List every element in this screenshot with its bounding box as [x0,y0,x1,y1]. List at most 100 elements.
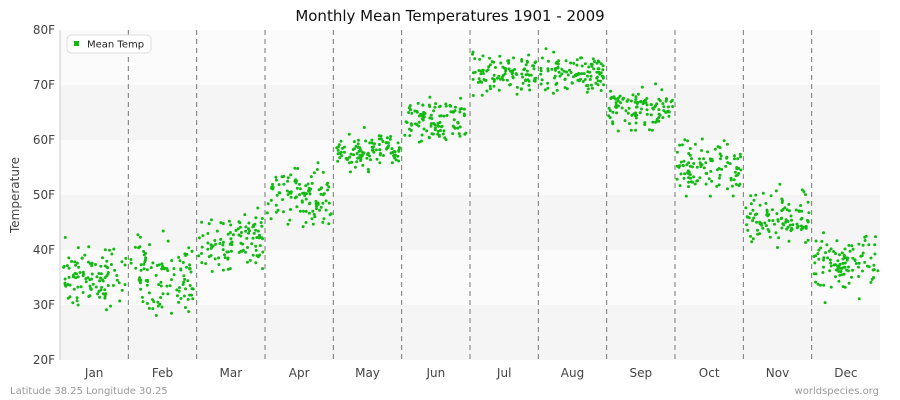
data-point [471,94,475,97]
x-tick-label: May [355,366,380,380]
data-point [592,60,596,63]
data-point [429,124,433,128]
x-tick-label: Feb [152,366,173,380]
data-point [846,269,850,273]
data-point [814,272,818,276]
data-point [151,261,155,265]
data-point [144,258,147,262]
data-point [503,66,506,70]
data-point [688,147,692,150]
data-point [497,88,501,92]
data-point [695,165,699,169]
data-point [98,295,102,299]
data-point [822,256,826,260]
data-point [458,134,462,138]
data-point [634,121,638,125]
data-point [288,190,292,194]
data-point [634,97,638,101]
data-point [62,265,66,269]
data-point [554,83,558,86]
data-point [648,128,651,132]
data-point [142,249,146,253]
data-point [822,258,825,262]
data-point [358,146,362,150]
data-point [356,142,360,146]
data-point [80,256,84,260]
data-point [675,177,679,181]
data-point [348,155,352,159]
data-point [582,72,586,76]
x-tick-label: Jul [496,366,511,380]
data-point [616,96,620,100]
data-point [557,59,561,63]
data-point [342,150,346,154]
data-point [244,250,247,254]
data-point [612,96,616,100]
data-point [213,257,217,261]
data-point [100,285,104,289]
data-point [851,268,854,272]
data-point [221,248,225,252]
x-axis-ticks: Jan Feb Mar Apr May Jun Jul Aug Sep Oct Nov Dec [84,366,858,380]
data-point [794,208,798,212]
data-point [716,145,720,149]
data-point [569,71,573,74]
data-point [636,100,640,104]
data-point [876,269,880,273]
data-point [452,125,456,129]
data-point [319,192,323,196]
data-point [514,72,518,76]
data-point [170,278,173,282]
data-point [145,283,149,287]
data-point [142,262,146,266]
data-point [522,68,526,72]
data-point [851,247,855,251]
data-point [338,151,342,155]
data-point [168,284,172,288]
data-point [440,124,444,128]
data-point [458,107,462,111]
data-point [270,185,274,189]
data-point [487,65,491,69]
data-point [841,285,845,289]
data-point [390,147,394,151]
data-point [211,244,215,248]
data-point [370,145,374,149]
data-point [539,69,543,73]
data-point [226,257,230,261]
data-point [745,215,749,219]
data-point [229,249,233,253]
data-point [175,288,179,292]
data-point [869,280,873,284]
data-point [154,314,158,317]
data-point [836,259,840,263]
data-point [702,157,706,161]
data-point [298,187,302,191]
data-point [797,209,801,213]
data-point [509,69,512,73]
data-point [658,113,662,117]
data-point [693,182,697,186]
data-point [519,87,523,91]
data-point [521,81,525,85]
data-point [524,63,528,67]
data-point [254,216,258,220]
data-point [622,96,626,100]
footer-coordinates: Latitude 38.25 Longitude 30.25 [10,386,168,397]
data-point [462,107,466,111]
data-point [693,142,697,146]
data-point [105,308,108,312]
data-point [318,208,321,212]
data-point [560,67,564,71]
data-point [820,239,824,243]
data-point [524,79,528,82]
data-point [352,153,356,157]
data-point [307,189,310,193]
data-point [679,172,683,176]
data-point [147,306,151,310]
data-point [256,206,260,210]
data-point [298,209,302,213]
data-point [872,263,876,267]
data-point [746,228,750,232]
data-point [829,285,833,289]
